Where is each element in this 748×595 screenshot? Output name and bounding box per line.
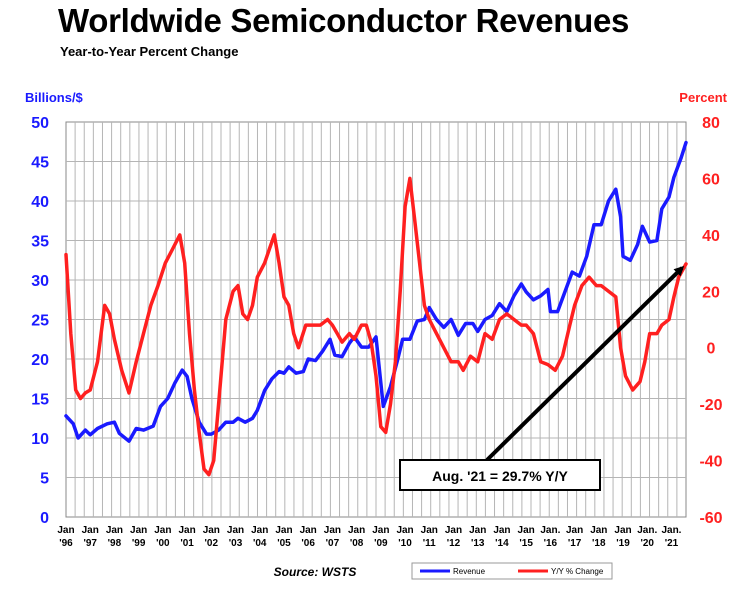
x-tick-month: Jan (396, 525, 413, 536)
left-tick-label: 40 (31, 194, 49, 211)
x-tick-year: '02 (205, 538, 219, 549)
x-tick-month: Jan. (637, 525, 657, 536)
series-lines (64, 140, 688, 477)
right-axis-ticks: -60 -40 -20 0 20 40 60 80 (699, 115, 722, 527)
x-tick-year: '09 (374, 538, 388, 549)
x-tick-year: '06 (301, 538, 315, 549)
x-tick-month: Jan (518, 525, 535, 536)
right-tick-label: -60 (699, 510, 722, 527)
grid (65, 121, 687, 518)
left-tick-label: 50 (31, 115, 49, 132)
x-tick-year: '16 (544, 538, 558, 549)
x-tick-month: Jan (445, 525, 462, 536)
legend: Revenue Y/Y % Change (411, 562, 613, 580)
left-tick-label: 15 (31, 392, 49, 409)
x-tick-month: Jan (372, 525, 389, 536)
chart-subtitle: Year-to-Year Percent Change (60, 44, 239, 59)
left-tick-label: 20 (31, 352, 49, 369)
x-tick-month: Jan. (661, 525, 681, 536)
x-tick-month: Jan (178, 525, 195, 536)
right-tick-label: 40 (702, 228, 720, 245)
x-axis-ticks: Jan '96 Jan '97 Jan '98 Jan '99 Jan '00 Jan '01 Jan '… (57, 525, 681, 549)
x-tick-month: Jan (106, 525, 123, 536)
x-tick-year: '08 (350, 538, 364, 549)
legend-box (411, 562, 613, 580)
x-tick-year: '12 (447, 538, 461, 549)
x-tick-month: Jan (154, 525, 171, 536)
annotation-box (399, 459, 601, 491)
left-tick-label: 35 (31, 234, 49, 251)
x-tick-year: '18 (592, 538, 606, 549)
x-tick-month: Jan (82, 525, 99, 536)
right-tick-label: 20 (702, 284, 720, 301)
x-tick-year: '03 (229, 538, 243, 549)
x-tick-year: '13 (471, 538, 485, 549)
x-tick-month: Jan (57, 525, 74, 536)
left-tick-label: 5 (40, 471, 49, 488)
x-tick-month: Jan (275, 525, 292, 536)
x-tick-year: '01 (180, 538, 194, 549)
x-tick-month: Jan (203, 525, 220, 536)
x-tick-year: '11 (423, 538, 436, 549)
x-tick-month: Jan. (540, 525, 560, 536)
x-tick-year: '07 (326, 538, 340, 549)
x-tick-month: Jan (493, 525, 510, 536)
x-tick-year: '21 (665, 538, 679, 549)
x-tick-year: '05 (277, 538, 291, 549)
right-tick-label: 0 (707, 341, 716, 358)
left-tick-label: 25 (31, 313, 49, 330)
x-tick-year: '15 (519, 538, 533, 549)
annotation-arrow (485, 265, 685, 462)
left-axis-ticks: 0 5 10 15 20 25 30 35 40 45 50 (31, 115, 49, 527)
x-tick-month: Jan (130, 525, 147, 536)
x-tick-year: '10 (398, 538, 412, 549)
x-tick-month: Jan (324, 525, 341, 536)
legend-revenue-label: Revenue (453, 567, 486, 576)
annotation: Aug. '21 = 29.7% Y/Y (399, 265, 685, 491)
x-tick-month: Jan (590, 525, 607, 536)
series-line-revenue (64, 140, 688, 443)
right-tick-label: -40 (699, 454, 722, 471)
x-tick-year: '14 (495, 538, 509, 549)
x-tick-year: '17 (568, 538, 582, 549)
x-tick-month: Jan (566, 525, 583, 536)
x-tick-month: Jan (300, 525, 317, 536)
x-tick-year: '19 (616, 538, 630, 549)
series-line-yoy-change (64, 176, 688, 477)
x-tick-month: Jan (614, 525, 631, 536)
x-tick-month: Jan (227, 525, 244, 536)
x-tick-year: '98 (108, 538, 122, 549)
x-tick-month: Jan (251, 525, 268, 536)
x-tick-month: Jan (469, 525, 486, 536)
x-tick-year: '97 (83, 538, 97, 549)
x-tick-year: '96 (59, 538, 73, 549)
x-tick-year: '00 (156, 538, 170, 549)
source-label: Source: WSTS (274, 565, 357, 579)
x-tick-month: Jan (348, 525, 365, 536)
x-tick-year: '99 (132, 538, 146, 549)
x-tick-year: '04 (253, 538, 267, 549)
x-tick-year: '20 (640, 538, 654, 549)
left-tick-label: 30 (31, 273, 49, 290)
right-tick-label: 60 (702, 171, 720, 188)
right-axis-label: Percent (679, 90, 727, 105)
left-axis-label: Billions/$ (25, 90, 84, 105)
legend-yoy-label: Y/Y % Change (551, 567, 604, 576)
annotation-text: Aug. '21 = 29.7% Y/Y (432, 468, 568, 484)
left-tick-label: 45 (31, 155, 49, 172)
right-tick-label: -20 (699, 397, 722, 414)
x-tick-month: Jan (421, 525, 438, 536)
right-tick-label: 80 (702, 115, 720, 132)
left-tick-label: 10 (31, 431, 49, 448)
chart-title: Worldwide Semiconductor Revenues (58, 2, 630, 39)
left-tick-label: 0 (40, 510, 49, 527)
